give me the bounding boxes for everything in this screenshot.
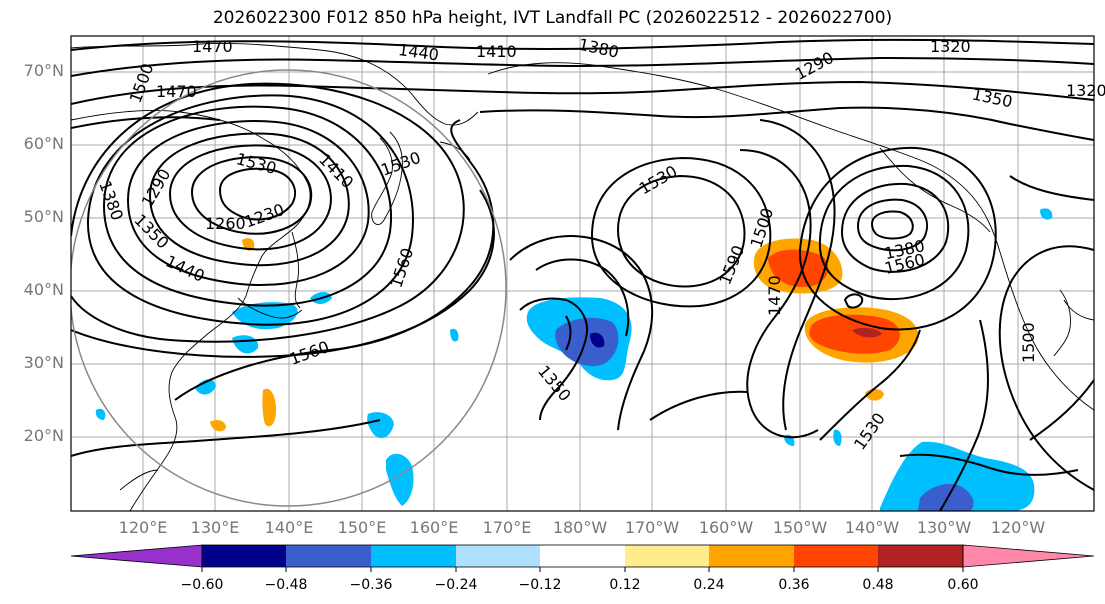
- map-background: [71, 36, 1094, 511]
- lon-label: 180°W: [552, 518, 608, 537]
- lat-label: 40°N: [23, 280, 64, 299]
- lat-label: 20°N: [23, 426, 64, 445]
- lon-label: 160°W: [698, 518, 754, 537]
- lon-label: 130°W: [916, 518, 972, 537]
- ivt-positive-region: [809, 314, 900, 354]
- colorbar-tick-label: 0.60: [947, 577, 979, 593]
- colorbar-bin: [794, 545, 878, 567]
- colorbar-tick-label: −0.60: [180, 577, 224, 593]
- lon-label: 170°W: [624, 518, 680, 537]
- colorbar-bin: [540, 545, 625, 567]
- map-title: 2026022300 F012 850 hPa height, IVT Land…: [212, 8, 893, 28]
- colorbar-tick-label: −0.36: [349, 577, 393, 593]
- colorbar-tick-label: 0.48: [862, 577, 894, 593]
- lon-label: 160°E: [409, 518, 459, 537]
- ivt-negative-region: [833, 429, 842, 446]
- contour-label: 1500: [1019, 322, 1038, 363]
- ivt-positive-region: [210, 420, 226, 432]
- colorbar-bin: [625, 545, 709, 567]
- contour-label: 1260: [205, 214, 246, 233]
- lon-label: 150°W: [772, 518, 828, 537]
- ivt-negative-region: [590, 332, 605, 348]
- colorbar-bin: [709, 545, 794, 567]
- colorbar-bin: [456, 545, 540, 567]
- ivt-positive-region: [242, 238, 255, 251]
- height-contours: [71, 38, 1094, 511]
- colorbar-bin: [286, 545, 371, 567]
- ivt-negative-region: [918, 483, 974, 511]
- lon-label: 140°E: [264, 518, 314, 537]
- contour-label: 1470: [192, 37, 233, 56]
- ivt-negative-region: [880, 441, 1035, 511]
- ivt-negative-region: [232, 302, 298, 330]
- ivt-negative-region: [195, 379, 216, 395]
- ivt-positive-region: [852, 327, 882, 338]
- ivt-positive-region: [262, 388, 276, 427]
- range-ring: [71, 69, 507, 507]
- contour-label: 1320: [1066, 81, 1105, 100]
- ivt-negative-region: [95, 408, 106, 420]
- lon-label: 130°E: [190, 518, 240, 537]
- colorbar-tick-label: −0.48: [264, 577, 308, 593]
- lon-label: 120°E: [118, 518, 168, 537]
- lon-label: 140°W: [844, 518, 900, 537]
- colorbar-bin: [371, 545, 456, 567]
- contour-label: 1470: [156, 82, 197, 101]
- colorbar: [70, 544, 1095, 572]
- lon-label: 150°E: [337, 518, 387, 537]
- colorbar-tick-label: 0.36: [778, 577, 810, 593]
- colorbar-tick-label: 0.24: [693, 577, 725, 593]
- contour-label: 1470: [765, 275, 784, 316]
- ivt-negative-region: [367, 412, 394, 439]
- lat-label: 30°N: [23, 353, 64, 372]
- colorbar-tick-label: −0.24: [434, 577, 478, 593]
- ivt-negative-region: [386, 453, 414, 506]
- colorbar-bin: [202, 545, 286, 567]
- colorbar-tick-label: −0.12: [518, 577, 562, 593]
- colorbar-bin: [878, 545, 963, 567]
- contour-label: 1410: [476, 42, 517, 61]
- ivt-positive-region: [768, 249, 829, 287]
- map-frame: [70, 35, 1095, 512]
- ivt-negative-region: [1040, 208, 1053, 220]
- ivt-negative-region: [450, 328, 459, 342]
- lat-label: 50°N: [23, 207, 64, 226]
- lon-label: 120°W: [990, 518, 1046, 537]
- graticule: [71, 36, 1094, 511]
- contour-label: 1320: [930, 37, 971, 56]
- lon-label: 170°E: [482, 518, 532, 537]
- colorbar-extend-high: [962, 544, 1095, 568]
- lat-label: 60°N: [23, 134, 64, 153]
- lat-label: 70°N: [23, 61, 64, 80]
- colorbar-tick-label: 0.12: [609, 577, 641, 593]
- colorbar-extend-low: [70, 544, 203, 568]
